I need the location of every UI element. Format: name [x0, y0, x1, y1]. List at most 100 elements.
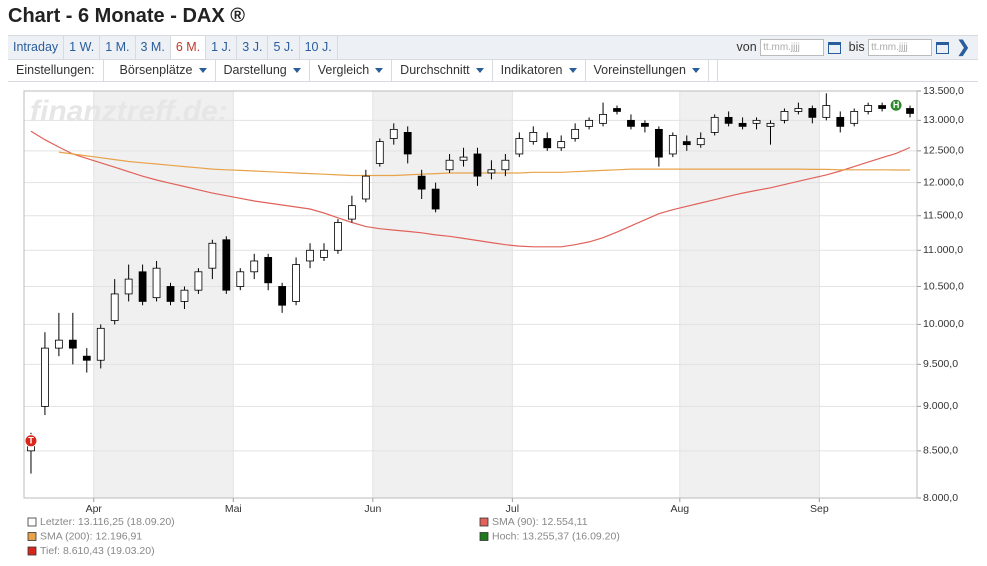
- candle-body: [152, 267, 161, 299]
- chart: finanztreff.de: 8.000,0 8.500,0 9.000,0 9.50…: [23, 85, 964, 557]
- y-tick-label: 9.000,0: [923, 400, 958, 412]
- menu-dropdown[interactable]: Darstellung: [216, 59, 310, 81]
- moving-average-line: [30, 130, 911, 248]
- legend-label: SMA (200): 12.196,91: [40, 530, 142, 542]
- candle-body: [236, 271, 245, 287]
- from-input[interactable]: tt.mm.jjjj: [760, 39, 825, 57]
- extreme-marker-label: T: [28, 436, 34, 446]
- month-shade: [372, 91, 513, 498]
- legend-label: Tief: 8.610,43 (19.03.20): [40, 545, 155, 557]
- y-tick-label: 10.000,0: [923, 318, 964, 330]
- plot-border: [23, 90, 918, 499]
- menu-dropdown[interactable]: Indikatoren: [493, 59, 586, 81]
- to-input[interactable]: tt.mm.jjjj: [868, 39, 933, 57]
- watermark: finanztreff.de:: [30, 95, 228, 128]
- candle-body: [668, 135, 677, 155]
- x-tick-label: Jun: [364, 503, 381, 515]
- candle-body: [738, 122, 747, 127]
- candle-body: [599, 113, 607, 124]
- legend-label: Letzter: 13.116,25 (18.09.20): [40, 516, 175, 528]
- legend-swatch: [27, 546, 37, 556]
- candle-body: [124, 278, 133, 295]
- candle-body: [571, 128, 580, 139]
- period-tab[interactable]: 10 J.: [300, 36, 338, 59]
- y-tick-label: 11.000,0: [923, 244, 963, 256]
- from-label: von: [736, 40, 757, 54]
- y-tick-label: 13.500,0: [923, 85, 964, 97]
- candle-body: [334, 222, 342, 251]
- candle-body: [208, 242, 217, 269]
- period-tab[interactable]: 5 J.: [268, 36, 300, 59]
- x-tick-label: Apr: [86, 503, 103, 515]
- candle-body: [68, 339, 77, 349]
- candle-body: [110, 293, 119, 321]
- settings-label: Einstellungen:: [8, 59, 104, 81]
- candle-body: [180, 289, 189, 302]
- moving-average-line: [58, 151, 910, 177]
- next-button[interactable]: ❯: [956, 39, 970, 57]
- x-tick-label: Sep: [810, 503, 829, 515]
- legend-swatch: [27, 532, 37, 541]
- legend-label: SMA (90): 12.554,11: [492, 516, 588, 528]
- y-tick-label: 8.000,0: [923, 492, 958, 504]
- candle-body: [250, 260, 259, 273]
- candle-body: [794, 108, 803, 112]
- candle-body: [473, 153, 482, 177]
- y-tick-label: 12.000,0: [923, 176, 964, 188]
- candle-body: [459, 156, 468, 161]
- period-tab[interactable]: Intraday: [8, 36, 65, 59]
- calendar-icon[interactable]: [828, 41, 842, 54]
- period-tab[interactable]: 3 M.: [136, 36, 171, 59]
- candle-body: [431, 188, 440, 210]
- candle-body: [627, 119, 635, 127]
- candle-body: [836, 116, 845, 127]
- candle-body: [278, 286, 287, 306]
- period-tab[interactable]: 1 M.: [100, 36, 136, 59]
- extreme-marker-label: H: [893, 100, 900, 110]
- x-tick-label: Jul: [506, 503, 519, 515]
- candle-body: [613, 108, 621, 112]
- candle-body: [417, 175, 426, 190]
- candle-body: [808, 108, 817, 118]
- date-range: von tt.mm.jjjj bis tt.mm.jjjj ❯: [737, 36, 970, 59]
- period-tab[interactable]: 3 J.: [237, 36, 269, 59]
- period-tab[interactable]: 1 J.: [206, 36, 238, 59]
- period-tab[interactable]: 1 W.: [64, 36, 101, 59]
- candle-body: [654, 128, 663, 158]
- candle-body: [306, 249, 314, 262]
- candle-body: [82, 355, 91, 361]
- candle-body: [96, 327, 105, 361]
- candle-body: [403, 132, 412, 155]
- candle-body: [710, 116, 719, 133]
- menu-dropdown[interactable]: Vergleich: [310, 59, 393, 81]
- month-shade: [679, 91, 820, 498]
- candle-body: [264, 256, 273, 284]
- menu-dropdown[interactable]: Durchschnitt: [392, 59, 493, 81]
- y-tick-label: 11.500,0: [923, 210, 963, 222]
- period-bar: Intraday 1 W. 1 M. 3 M. 6 M. 1 J. 3 J. 5 J. 10 J…: [8, 35, 978, 60]
- menu-dropdown[interactable]: Voreinstellungen: [586, 59, 709, 81]
- candle-body: [682, 141, 691, 146]
- legend-swatch: [479, 517, 489, 527]
- candle-body: [557, 141, 566, 149]
- candle-body: [320, 249, 328, 258]
- extreme-marker: [889, 98, 903, 112]
- period-tab[interactable]: 6 M.: [170, 36, 207, 59]
- candle-body: [445, 159, 454, 171]
- calendar-icon[interactable]: [936, 41, 950, 54]
- y-tick-label: 9.500,0: [923, 358, 958, 370]
- y-tick-label: 12.500,0: [923, 145, 964, 157]
- candle-body: [166, 286, 175, 302]
- page-title: Chart - 6 Monate - DAX ®: [8, 5, 245, 27]
- menu-dropdown[interactable]: Börsenplätze: [112, 59, 216, 81]
- y-tick-label: 8.500,0: [923, 445, 958, 457]
- candle-body: [780, 111, 789, 121]
- to-label: bis: [848, 40, 865, 54]
- settings-bar: Einstellungen: Börsenplätze Darstellung Ver…: [8, 59, 978, 82]
- y-tick-label: 10.500,0: [923, 280, 964, 292]
- y-tick-label: 13.000,0: [923, 114, 964, 126]
- candle-body: [348, 205, 356, 220]
- candle-body: [696, 138, 705, 146]
- candle-body: [906, 108, 914, 114]
- x-tick-label: Mai: [225, 503, 242, 515]
